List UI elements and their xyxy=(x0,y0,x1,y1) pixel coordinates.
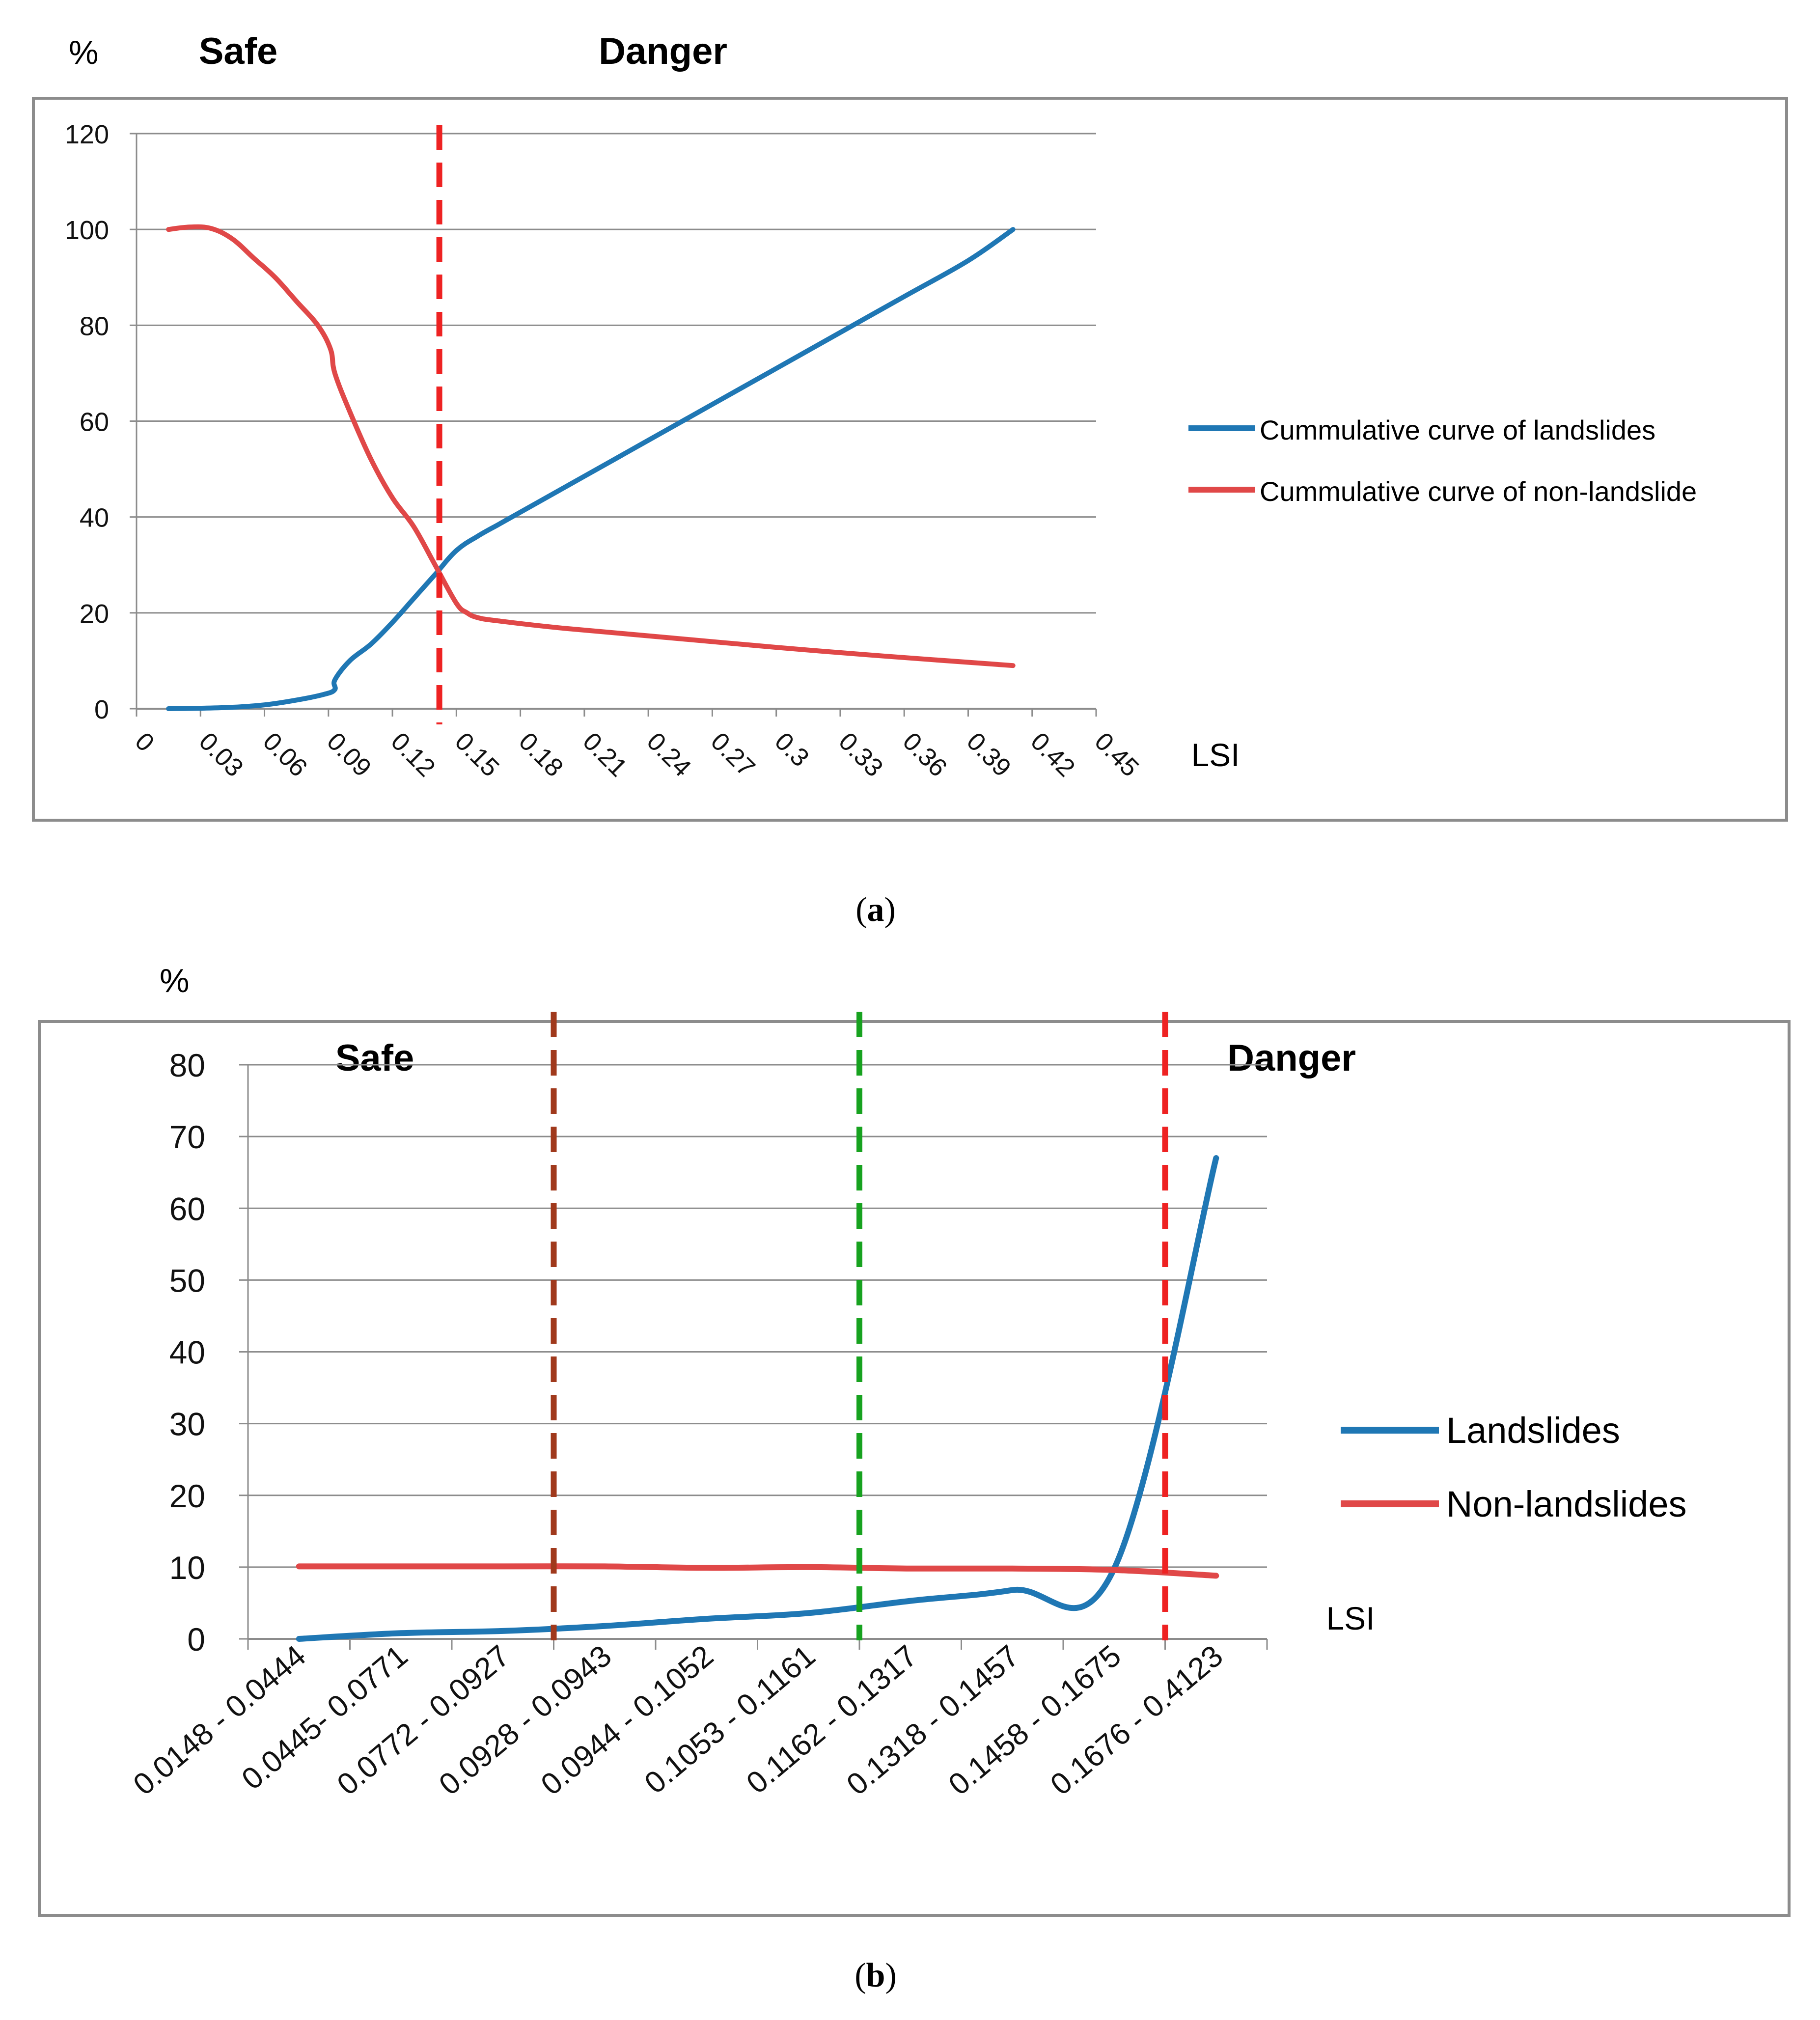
panel-b-y-tick-label: 20 xyxy=(169,1478,205,1514)
panel-b-legend-label-non-landslides: Non-landslides xyxy=(1446,1484,1687,1524)
panel-b-legend-label-landslides: Landslides xyxy=(1446,1410,1620,1451)
panel-b-y-tick-label: 80 xyxy=(169,1047,205,1083)
panel-a-y-tick-label: 80 xyxy=(80,311,109,341)
panel-b-series-0-line xyxy=(296,1155,1219,1642)
panel-b-series-1-line xyxy=(296,1563,1219,1579)
panel-a-danger-label: Danger xyxy=(599,30,727,72)
panel-a-x-axis-label: LSI xyxy=(1191,737,1240,773)
panel-b-y-tick-labels: 0 10 20 30 40 50 60 70 80 xyxy=(169,1047,205,1658)
panel-a-y-tick-label: 100 xyxy=(65,216,109,245)
panel-b-series xyxy=(296,1155,1219,1642)
panel-b-danger-label: Danger xyxy=(1227,1037,1356,1079)
caption-a-letter: a xyxy=(867,891,884,929)
panel-b-x-axis-label: LSI xyxy=(1326,1600,1375,1636)
panel-b-y-tick-label: 0 xyxy=(187,1621,205,1658)
panel-a-y-tick-label: 60 xyxy=(80,408,109,437)
panel-b-safe-label: Safe xyxy=(335,1037,414,1079)
caption-b-letter: b xyxy=(866,1957,885,1994)
panel-b-y-tick-label: 30 xyxy=(169,1406,205,1442)
panel-a-legend: Cummulative curve of landslides Cummulat… xyxy=(1188,415,1697,507)
caption-a: (a) xyxy=(855,891,896,929)
panel-a-legend-label-landslides: Cummulative curve of landslides xyxy=(1260,415,1655,445)
caption-b: (b) xyxy=(855,1957,897,1994)
panel-b-y-tick-label: 60 xyxy=(169,1190,205,1227)
panel-a-gridlines xyxy=(130,133,1097,717)
panel-a-legend-label-non-landslide: Cummulative curve of non-landslide xyxy=(1260,476,1697,507)
panel-a-unit-label: % xyxy=(69,34,98,71)
panel-b-y-tick-label: 70 xyxy=(169,1119,205,1155)
panel-a-y-tick-labels: 0 20 40 60 80 100 120 xyxy=(65,120,109,724)
panel-a-y-tick-label: 20 xyxy=(80,599,109,629)
panel-b-gridlines xyxy=(239,1064,1268,1650)
panel-b-frame xyxy=(38,1020,1791,1917)
panel-a-y-tick-label: 0 xyxy=(94,695,109,724)
panel-a-safe-label: Safe xyxy=(199,30,278,72)
panel-b-unit-label: % xyxy=(160,962,189,999)
panel-b-y-tick-label: 10 xyxy=(169,1550,205,1586)
panel-b-y-tick-label: 40 xyxy=(169,1334,205,1371)
panel-a-y-tick-label: 40 xyxy=(80,503,109,533)
panel-b-legend: Landslides Non-landslides xyxy=(1341,1410,1687,1524)
panel-a-series-0-line xyxy=(166,227,1016,711)
panel-b-thresholds xyxy=(551,1012,1168,1640)
panel-a-series xyxy=(166,224,1016,711)
panel-a-y-tick-label: 120 xyxy=(65,120,109,149)
panel-a-series-1-line xyxy=(166,224,1016,668)
panel-b-y-tick-label: 50 xyxy=(169,1262,205,1299)
panel-a-frame xyxy=(32,97,1788,822)
